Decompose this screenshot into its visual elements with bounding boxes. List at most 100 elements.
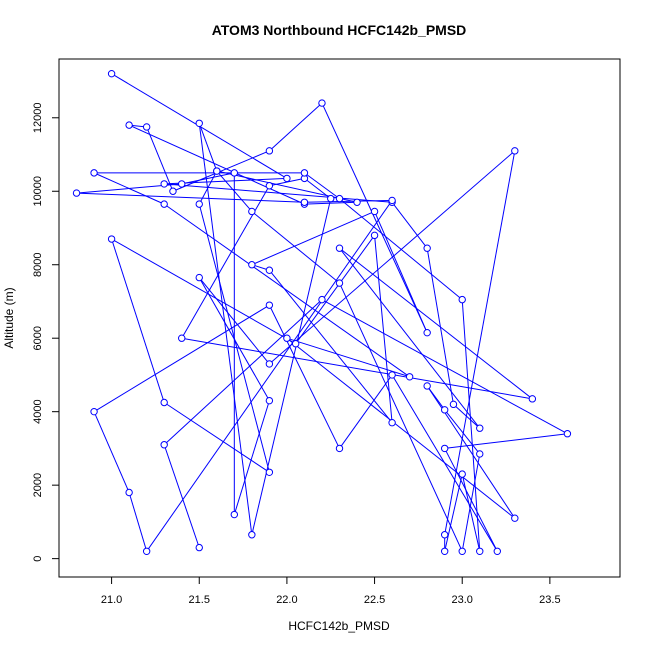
data-point [300, 198, 309, 206]
data-point [440, 444, 449, 453]
series-segment [339, 374, 393, 449]
data-point [335, 194, 344, 203]
data-point [318, 295, 326, 304]
data-point [335, 244, 344, 252]
y-tick-label: 0 [32, 556, 44, 562]
data-point [353, 198, 361, 206]
y-tick-label: 4000 [32, 399, 44, 423]
data-point [476, 424, 484, 432]
series-segment [321, 299, 568, 435]
data-point [423, 382, 431, 390]
data-point [160, 180, 168, 188]
data-point [265, 182, 274, 190]
series-segment [269, 102, 323, 152]
series-segment [444, 433, 568, 449]
series-segment [374, 211, 428, 333]
series-segment [76, 192, 305, 203]
series-segment [198, 123, 253, 535]
data-point [90, 407, 98, 416]
series-segment [164, 183, 393, 203]
series-segment [268, 304, 340, 449]
series-segment [93, 411, 130, 493]
data-point [265, 266, 274, 274]
series-segment [163, 299, 323, 446]
series-segment [444, 448, 498, 552]
data-point [125, 121, 133, 129]
series-lines [76, 73, 568, 552]
data-point [388, 196, 396, 205]
data-point [440, 531, 449, 539]
series-segment [339, 247, 533, 400]
data-point [300, 169, 309, 177]
data-point [195, 119, 203, 127]
x-tick-label: 22.0 [276, 594, 297, 606]
series-segment [146, 126, 174, 192]
data-point [335, 279, 344, 287]
data-point [230, 510, 239, 519]
data-point [370, 231, 379, 240]
series-segment [163, 203, 410, 378]
data-point [449, 400, 458, 409]
y-tick-label: 6000 [32, 326, 44, 350]
data-point [90, 169, 98, 177]
data-point [458, 295, 466, 304]
data-point [318, 99, 326, 107]
data-point [265, 396, 274, 405]
data-point [423, 244, 431, 252]
data-point [160, 441, 168, 449]
series-segment [163, 402, 270, 473]
data-point [265, 301, 274, 309]
data-point [423, 328, 431, 337]
data-point [230, 169, 239, 177]
data-point [528, 395, 537, 403]
data-point [291, 340, 300, 348]
data-point [169, 187, 177, 195]
series-segment [444, 409, 481, 455]
data-point [388, 371, 396, 379]
data-point [195, 543, 203, 552]
data-point [388, 419, 396, 427]
x-tick-label: 22.5 [364, 594, 385, 606]
series-segment [251, 198, 332, 535]
data-point [265, 147, 274, 155]
series-segment [339, 282, 463, 552]
x-tick-label: 23.0 [452, 594, 473, 606]
data-point [440, 406, 449, 414]
data-point [248, 531, 256, 539]
y-axis: 0 2000 4000 6000 8000 10000 12000 [32, 102, 60, 562]
data-point [405, 373, 414, 381]
data-point [458, 470, 466, 478]
y-tick-label: 10000 [32, 176, 44, 207]
y-tick-label: 12000 [32, 102, 44, 133]
data-point [563, 430, 572, 438]
data-point [72, 189, 81, 197]
data-point [160, 200, 168, 208]
chart-title: ATOM3 Northbound HCFC142b_PMSD [212, 22, 467, 38]
data-point [265, 360, 274, 368]
data-point [458, 547, 466, 555]
series-segment [111, 238, 165, 403]
series-segment [233, 400, 270, 515]
series-segment [269, 150, 516, 365]
y-tick-label: 8000 [32, 252, 44, 276]
series-segment [339, 247, 481, 429]
series-segment [111, 238, 296, 345]
data-point [511, 514, 519, 522]
series-segment [93, 304, 270, 413]
series-segment [461, 299, 481, 552]
data-point [107, 235, 116, 243]
series-segment [128, 492, 148, 552]
y-tick-label: 2000 [32, 473, 44, 497]
series-segment [146, 200, 393, 552]
data-point [248, 207, 256, 216]
data-point [178, 334, 186, 342]
series-segment [286, 337, 516, 519]
series-segment [304, 172, 340, 200]
series-segment [268, 269, 393, 424]
series-segment [251, 211, 340, 284]
data-point [476, 547, 484, 555]
x-axis: 21.0 21.5 22.0 22.5 23.0 23.5 [101, 576, 561, 606]
data-point [248, 261, 256, 269]
